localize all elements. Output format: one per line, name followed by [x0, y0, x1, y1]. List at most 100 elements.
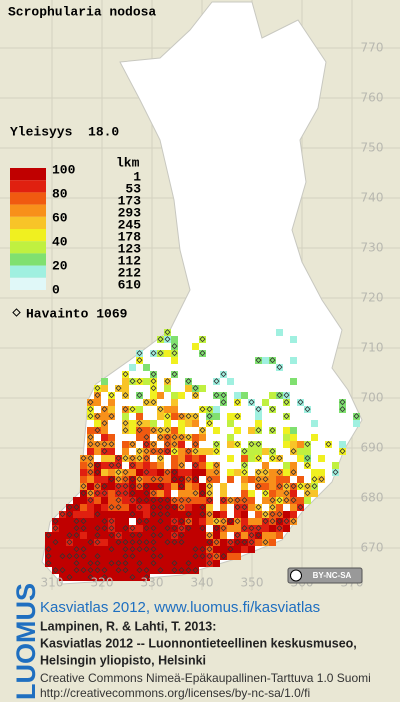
grid-cell: [185, 413, 192, 420]
grid-cell: [220, 371, 227, 378]
observation-marker: [143, 490, 150, 497]
grid-cell: [87, 413, 94, 420]
grid-cell: [94, 476, 101, 483]
grid-cell: [101, 434, 108, 441]
grid-cell: [192, 462, 199, 469]
grid-cell: [59, 532, 66, 539]
grid-cell: [297, 504, 304, 511]
grid-cell: [192, 469, 199, 476]
observation-marker: [115, 560, 122, 567]
grid-cell: [164, 336, 171, 343]
observation-marker: [213, 448, 220, 455]
grid-cell: [178, 518, 185, 525]
grid-cell: [220, 553, 227, 560]
grid-cell: [122, 483, 129, 490]
grid-cell: [101, 525, 108, 532]
grid-cell: [136, 525, 143, 532]
grid-cell: [178, 455, 185, 462]
observation-marker: [143, 574, 150, 581]
grid-cell: [108, 462, 115, 469]
grid-cell: [185, 553, 192, 560]
observation-marker: [171, 448, 178, 455]
grid-cell: [129, 406, 136, 413]
observation-marker: [136, 546, 143, 553]
observation-marker: [283, 399, 290, 406]
grid-cell: [304, 462, 311, 469]
observation-marker: [122, 392, 129, 399]
grid-cell: [241, 448, 248, 455]
grid-cell: [108, 434, 115, 441]
observation-marker: [150, 497, 157, 504]
grid-cell: [269, 469, 276, 476]
observation-marker: [290, 483, 297, 490]
observation-marker: [136, 567, 143, 574]
grid-cell: [157, 497, 164, 504]
observation-marker: [227, 497, 234, 504]
grid-cell: [115, 539, 122, 546]
grid-cell: [157, 448, 164, 455]
observation-marker: [185, 378, 192, 385]
observation-marker: [206, 483, 213, 490]
observation-marker: [136, 455, 143, 462]
grid-cell: [129, 511, 136, 518]
observation-marker: [269, 448, 276, 455]
observation-marker: [255, 427, 262, 434]
grid-cell: [185, 420, 192, 427]
grid-cell: [150, 546, 157, 553]
grid-cell: [213, 511, 220, 518]
grid-cell: [262, 497, 269, 504]
observation-marker: [283, 392, 290, 399]
grid-cell: [73, 497, 80, 504]
grid-cell: [157, 413, 164, 420]
observation-marker: [185, 476, 192, 483]
grid-cell: [164, 476, 171, 483]
grid-cell: [157, 504, 164, 511]
grid-cell: [143, 399, 150, 406]
grid-cell: [255, 483, 262, 490]
grid-cell: [248, 399, 255, 406]
observation-marker: [108, 546, 115, 553]
observation-marker: [157, 336, 164, 343]
grid-cell: [178, 553, 185, 560]
observation-marker: [164, 469, 171, 476]
grid-cell: [129, 553, 136, 560]
grid-cell: [94, 553, 101, 560]
observation-marker: [220, 371, 227, 378]
grid-cell: [213, 518, 220, 525]
observation-marker: [87, 560, 94, 567]
grid-cell: [115, 483, 122, 490]
observation-marker: [101, 518, 108, 525]
grid-cell: [115, 532, 122, 539]
grid-cell: [80, 469, 87, 476]
observations: Havainto 1069: [26, 306, 128, 321]
grid-cell: [304, 406, 311, 413]
grid-cell: [122, 574, 129, 581]
grid-cell: [185, 385, 192, 392]
grid-cell: [234, 441, 241, 448]
observation-marker: [255, 532, 262, 539]
grid-cell: [339, 406, 346, 413]
observation-marker: [241, 525, 248, 532]
observation-marker: [143, 525, 150, 532]
grid-cell: [283, 518, 290, 525]
grid-cell: [143, 427, 150, 434]
count-label: 178: [118, 229, 142, 244]
grid-cell: [150, 490, 157, 497]
observation-marker: [108, 532, 115, 539]
grid-cell: [227, 469, 234, 476]
observation-marker: [87, 497, 94, 504]
observation-marker: [276, 469, 283, 476]
grid-cell: [87, 455, 94, 462]
grid-cell: [108, 441, 115, 448]
observation-marker: [171, 434, 178, 441]
observation-marker: [178, 413, 185, 420]
grid-cell: [227, 420, 234, 427]
grid-cell: [241, 497, 248, 504]
grid-cell: [220, 546, 227, 553]
grid-cell: [101, 462, 108, 469]
observation-marker: [178, 532, 185, 539]
observation-marker: [108, 525, 115, 532]
grid-cell: [94, 525, 101, 532]
observation-marker: [129, 511, 136, 518]
grid-cell: [276, 392, 283, 399]
